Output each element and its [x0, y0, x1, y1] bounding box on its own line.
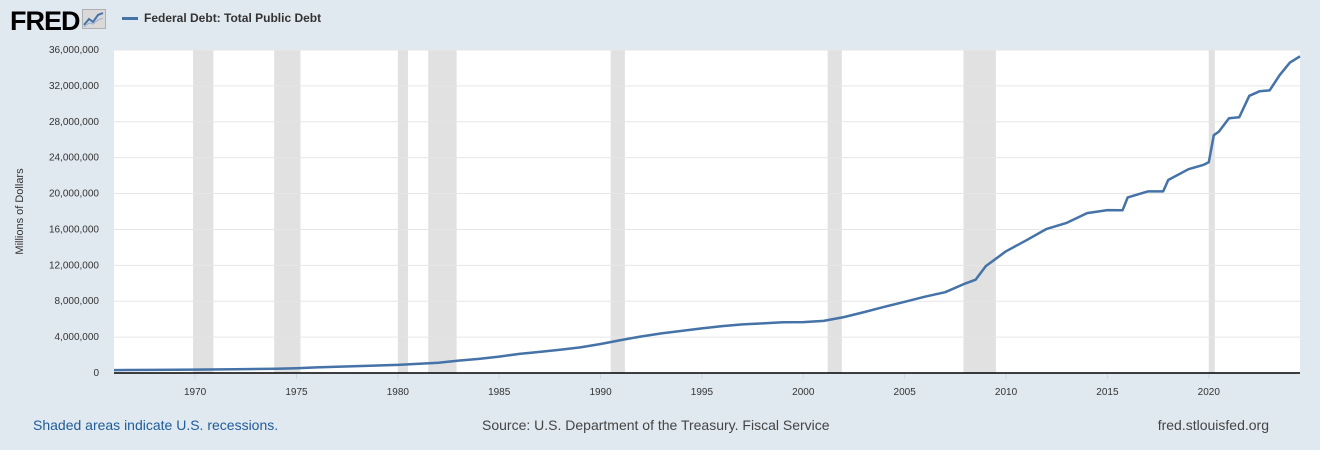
- recession-band: [963, 50, 996, 373]
- x-tick-label: 1990: [589, 387, 612, 398]
- x-tick-label: 2000: [792, 387, 815, 398]
- y-tick-label: 24,000,000: [49, 153, 99, 164]
- recession-bands: [193, 50, 1215, 373]
- fred-logo[interactable]: FRED: [10, 6, 106, 37]
- recession-band: [397, 50, 408, 373]
- y-tick-label: 36,000,000: [49, 45, 99, 56]
- recession-band: [1208, 50, 1215, 373]
- recession-band: [193, 50, 214, 373]
- recession-band: [428, 50, 457, 373]
- x-tick-label: 2010: [995, 387, 1018, 398]
- logo-text: FRED: [10, 6, 80, 36]
- x-tick-label: 2020: [1198, 387, 1221, 398]
- y-tick-label: 8,000,000: [55, 296, 100, 307]
- legend-label: Federal Debt: Total Public Debt: [144, 11, 322, 25]
- recession-band: [274, 50, 301, 373]
- x-tick-label: 1995: [691, 387, 714, 398]
- x-tick-label: 2005: [894, 387, 917, 398]
- site-link[interactable]: fred.stlouisfed.org: [1157, 417, 1269, 433]
- x-tick-label: 2015: [1096, 387, 1119, 398]
- recessions-note-link[interactable]: Shaded areas indicate U.S. recessions.: [33, 417, 279, 433]
- y-tick-label: 16,000,000: [49, 224, 99, 235]
- chart-trend-icon: [81, 9, 106, 34]
- series-line: [113, 55, 1301, 372]
- gridlines: [114, 49, 1300, 338]
- chart-legend[interactable]: Federal Debt: Total Public Debt: [122, 11, 321, 25]
- x-tick-label: 1970: [184, 387, 207, 398]
- y-tick-label: 20,000,000: [49, 189, 99, 200]
- y-axis-ticks: 0 4,000,000 8,000,000 12,000,000 16,000,000 2…: [49, 45, 100, 379]
- recession-band: [827, 50, 842, 373]
- chart-svg: 0 4,000,000 8,000,000 12,000,000 16,000,000 2…: [14, 45, 1301, 398]
- y-tick-label: 12,000,000: [49, 260, 99, 271]
- x-tick-label: 1980: [387, 387, 410, 398]
- x-tick-label: 1975: [285, 387, 308, 398]
- y-tick-label: 32,000,000: [49, 81, 99, 92]
- y-tick-label: 28,000,000: [49, 117, 99, 128]
- y-tick-label: 4,000,000: [55, 332, 100, 343]
- recession-band: [610, 50, 625, 373]
- x-tick-label: 1985: [488, 387, 511, 398]
- y-tick-label: 0: [93, 368, 99, 379]
- x-axis-ticks: 1970 1975 1980 1985 1990 1995 2000 2005 2010 2015…: [184, 373, 1220, 398]
- legend-swatch: [122, 16, 138, 20]
- y-axis-label: Millions of Dollars: [14, 168, 26, 255]
- source-text: Source: U.S. Department of the Treasury.…: [482, 417, 830, 433]
